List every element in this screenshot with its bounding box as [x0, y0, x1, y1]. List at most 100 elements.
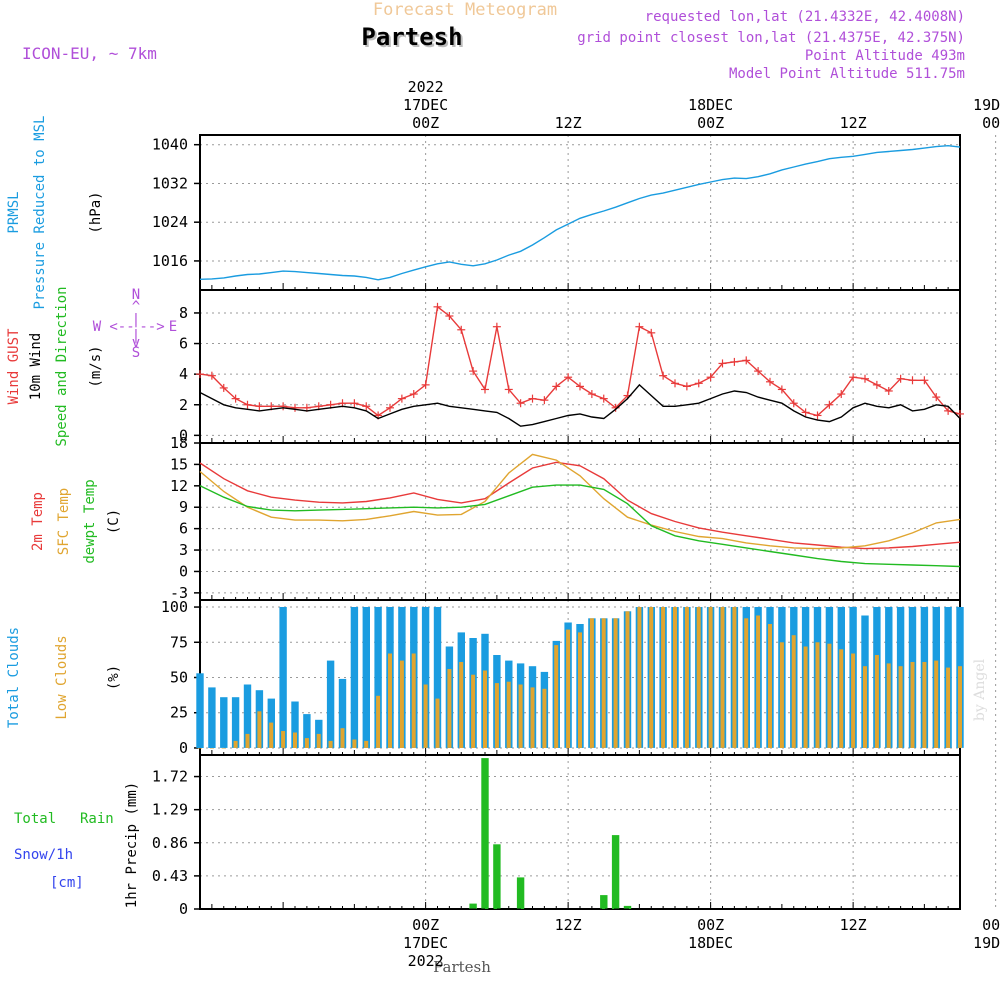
compass-glyph-9: S [132, 345, 140, 361]
ylabel-2-2: dewpt Temp [82, 479, 98, 563]
gust-marker-53 [825, 400, 834, 409]
compass-glyph-8: v [132, 335, 140, 351]
bar-3-1-52 [815, 642, 820, 748]
gust-marker-64 [956, 409, 964, 418]
compass-glyph-4: <-- [109, 319, 134, 335]
time-label-bottom-0-2: 2022 [408, 952, 444, 970]
gust-marker-27 [516, 399, 525, 408]
bar-3-0-0 [196, 673, 204, 748]
gust-marker-44 [718, 359, 727, 368]
ylabel-1-2: Speed and Direction [54, 286, 70, 446]
bar-3-1-7 [281, 731, 286, 748]
ylabel-4-2: Snow/1h [14, 847, 73, 863]
ylabel-3-1: Low Clouds [54, 635, 70, 719]
location-title: Partesh [361, 23, 462, 51]
time-label-bottom-1-0: 12Z [555, 916, 582, 934]
compass-glyph-3: W [93, 319, 102, 335]
time-label-bottom-3-0: 12Z [840, 916, 867, 934]
bar-3-1-47 [756, 615, 761, 748]
ylabel-3-2: (%) [106, 665, 122, 690]
time-label-top-0-0: 2022 [408, 78, 444, 96]
bar-3-0-15 [374, 607, 382, 748]
bar-3-1-22 [459, 662, 464, 748]
bar-3-1-3 [233, 740, 238, 748]
panel-frame-4 [199, 754, 961, 910]
gust-marker-0 [196, 370, 204, 379]
series-line-2-0 [199, 461, 961, 550]
compass-glyph-6: E [169, 319, 177, 335]
bar-3-0-7 [279, 607, 287, 748]
ytick-label-0-1: 1024 [152, 213, 188, 231]
bar-3-1-4 [245, 733, 250, 748]
bar-3-1-31 [566, 629, 571, 748]
gust-marker-25 [492, 322, 501, 331]
pressure-panel: 1016 1024 1032 1040 PRMSL Pressure Reduced to… [6, 116, 997, 309]
chart-title: Forecast Meteogram [373, 0, 557, 20]
gust-marker-24 [481, 385, 489, 394]
bar-3-1-1 [209, 748, 214, 749]
ytick-label-2-5: 12 [170, 477, 188, 495]
bar-3-1-40 [673, 607, 677, 748]
series-line-1-0 [199, 305, 961, 417]
bar-3-1-28 [530, 687, 535, 748]
bar-3-1-46 [744, 618, 749, 748]
time-label-bottom-2-1: 18DEC [688, 934, 733, 952]
bar-3-1-36 [625, 611, 630, 748]
ytick-label-4-3: 1.29 [152, 801, 188, 819]
gust-marker-55 [849, 373, 858, 382]
ytick-label-1-3: 6 [179, 335, 188, 353]
gust-marker-38 [647, 328, 656, 337]
ytick-label-2-6: 15 [170, 455, 188, 473]
gust-marker-22 [457, 325, 466, 334]
bar-3-1-32 [578, 632, 582, 748]
gust-marker-32 [576, 382, 584, 391]
bar-3-0-11 [326, 660, 335, 748]
bar-3-1-59 [898, 666, 903, 748]
gust-marker-45 [730, 357, 739, 366]
time-label-top-2-0: 18DEC [688, 96, 733, 114]
bar-3-1-42 [696, 607, 701, 748]
time-label-top-4-0: 19DEC [973, 96, 1000, 114]
gust-marker-30 [552, 382, 561, 391]
compass-glyph-5: --> [139, 319, 164, 335]
ytick-label-2-4: 9 [179, 498, 188, 516]
gust-marker-43 [706, 373, 715, 382]
bar-3-1-35 [613, 618, 618, 748]
bar-3-1-56 [863, 666, 867, 748]
ylabel-1-3: (m/s) [88, 345, 104, 387]
bar-3-0-12 [338, 678, 347, 748]
model-label: ICON-EU, ~ 7km [22, 44, 157, 63]
gridpoint-coords: grid point closest lon,lat (21.4375E, 42… [577, 30, 965, 46]
wind-panel: 0 2 4 6 8 Wind GUST 10m Wind Speed and Directio… [6, 286, 997, 447]
gust-marker-57 [872, 380, 881, 389]
precip-panel: 0 0.43 0.86 1.29 1.72 Total Rain Snow/1h [cm] 1hr… [14, 754, 997, 918]
bar-3-0-14 [362, 607, 370, 748]
gust-marker-21 [445, 312, 454, 321]
wind-compass: N^|W <-- --> E|vS [93, 287, 177, 361]
gust-marker-13 [350, 399, 359, 408]
compass-glyph-2: | [132, 312, 140, 328]
gust-marker-5 [255, 402, 264, 411]
bar-3-1-64 [958, 666, 962, 748]
bar-3-1-29 [542, 688, 547, 748]
time-label-top-2-1: 00Z [697, 114, 724, 132]
gust-marker-3 [231, 394, 240, 403]
gust-marker-59 [896, 374, 905, 383]
ylabel-1-1: 10m Wind [28, 333, 44, 400]
bar-3-1-9 [304, 738, 309, 748]
bar-3-1-25 [494, 683, 499, 748]
ytick-label-3-1: 25 [170, 704, 188, 722]
ytick-label-3-3: 75 [170, 633, 188, 651]
bar-3-1-48 [768, 624, 772, 748]
time-label-top-0-1: 17DEC [403, 96, 448, 114]
model-point-altitude: Model Point Altitude 511.75m [729, 66, 965, 82]
time-label-bottom-0-1: 17DEC [403, 934, 448, 952]
point-altitude: Point Altitude 493m [805, 48, 965, 64]
gust-marker-28 [528, 394, 537, 403]
gust-marker-42 [694, 379, 703, 388]
bar-3-1-33 [589, 618, 594, 748]
gust-marker-34 [599, 394, 608, 403]
gust-marker-14 [362, 402, 371, 411]
bar-3-1-34 [601, 618, 606, 748]
